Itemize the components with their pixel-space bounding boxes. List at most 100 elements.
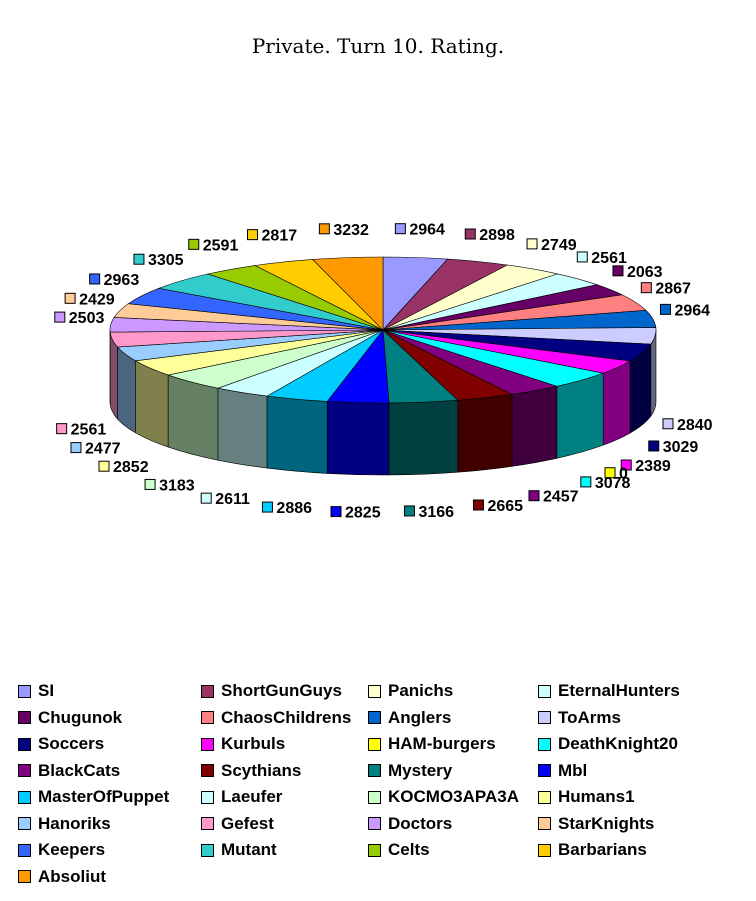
legend-label: DeathKnight20 xyxy=(558,734,678,753)
data-label-key xyxy=(200,492,212,504)
data-label-value: 3232 xyxy=(333,222,369,239)
data-label-Celts: 2591 xyxy=(188,237,239,254)
legend-swatch xyxy=(368,684,381,698)
data-label-Doctors: 2503 xyxy=(54,310,104,327)
data-label-StarKnights: 2429 xyxy=(64,291,115,308)
legend-item: ChaosChildrens xyxy=(201,707,351,729)
data-label-value: 2749 xyxy=(541,237,577,254)
data-label-key xyxy=(662,418,674,430)
legend-label: ChaosChildrens xyxy=(221,707,352,727)
data-label-Kurbuls: 2389 xyxy=(620,458,671,475)
legend-swatch xyxy=(538,790,551,804)
data-label-key xyxy=(54,311,66,323)
data-label-value: 2389 xyxy=(635,458,671,475)
data-label-value: 2840 xyxy=(677,417,713,434)
data-label-Panichs: 2749 xyxy=(526,237,577,254)
data-label-key xyxy=(64,292,76,304)
data-label-EternalHunters: 2561 xyxy=(576,250,627,267)
legend-swatch xyxy=(201,817,214,830)
data-label-key xyxy=(528,490,540,502)
legend-label: SI xyxy=(38,681,55,700)
slice-side-Kurbuls xyxy=(602,360,631,446)
data-label-Chugunok: 2063 xyxy=(612,264,663,281)
legend-item: Kurbuls xyxy=(201,733,285,755)
data-label-value: 2886 xyxy=(276,500,312,517)
data-label-key xyxy=(604,467,616,479)
data-label-ChaosChildrens: 2867 xyxy=(640,281,691,298)
slice-side-MasterOfPuppet xyxy=(266,395,328,474)
legend-label: Mutant xyxy=(221,840,277,859)
data-label-Gefest: 2561 xyxy=(56,422,106,439)
legend-item: MasterOfPuppet xyxy=(18,786,169,808)
data-label-value: 2611 xyxy=(215,491,250,508)
data-label-key xyxy=(98,460,110,472)
legend-label: Laeufer xyxy=(221,787,283,806)
data-label-key xyxy=(70,442,82,454)
data-label-DeathKnight20: 3078 xyxy=(580,475,631,492)
legend-label: EternalHunters xyxy=(558,681,680,700)
slice-side-Mystery xyxy=(388,399,459,476)
legend-label: Humans1 xyxy=(558,787,635,806)
legend-label: Panichs xyxy=(388,681,454,700)
data-label-key xyxy=(261,501,273,513)
data-label-key xyxy=(580,476,592,488)
legend-swatch xyxy=(18,843,31,857)
data-label-Mutant: 3305 xyxy=(133,252,184,269)
slice-side-Hanoriks xyxy=(117,346,136,434)
data-label-ToArms: 2840 xyxy=(662,417,713,434)
data-label-value: 2825 xyxy=(345,505,381,522)
legend-swatch xyxy=(538,684,551,698)
data-label-value: 2457 xyxy=(543,489,579,506)
data-label-value: 3078 xyxy=(595,475,631,492)
legend-swatch xyxy=(538,711,551,724)
legend-swatch xyxy=(538,817,551,830)
legend-label: KOCMO3APA3A xyxy=(388,787,519,806)
data-label-key xyxy=(330,506,342,518)
legend-item: ToArms xyxy=(538,707,621,729)
legend-item: Mbl xyxy=(538,760,587,782)
data-label-Anglers: 2964 xyxy=(659,302,710,319)
data-label-Humans1: 2852 xyxy=(98,459,149,476)
data-label-key xyxy=(648,440,660,452)
legend-item: Humans1 xyxy=(538,786,635,808)
legend-item: HAM-burgers xyxy=(368,733,496,755)
data-label-key xyxy=(620,459,632,471)
data-label-value: 2591 xyxy=(203,237,239,254)
legend-label: Keepers xyxy=(38,840,106,859)
legend-swatch xyxy=(18,711,31,724)
legend-item: Celts xyxy=(368,839,430,861)
legend-item: Mutant xyxy=(201,839,277,861)
legend-item: BlackCats xyxy=(18,760,120,782)
legend-item: EternalHunters xyxy=(538,680,680,702)
legend-item: Gefest xyxy=(201,813,274,835)
legend-label: ShortGunGuys xyxy=(221,681,342,700)
data-label-value: 3166 xyxy=(418,504,454,521)
legend-swatch xyxy=(18,817,31,830)
data-label-HAM-burgers: 0 xyxy=(604,466,628,483)
legend-item: ShortGunGuys xyxy=(201,680,342,702)
legend-swatch xyxy=(18,684,31,698)
legend-item: Laeufer xyxy=(201,786,282,808)
legend-item: Anglers xyxy=(368,707,451,729)
data-label-Hanoriks: 2477 xyxy=(70,441,121,458)
legend-item: Absoliut xyxy=(18,866,106,888)
data-label-key xyxy=(144,478,156,490)
data-label-Soccers: 3029 xyxy=(648,439,698,456)
data-label-Absoliut: 3232 xyxy=(318,222,369,239)
legend-swatch xyxy=(538,843,551,857)
legend-item: Panichs xyxy=(368,680,453,702)
legend-label: Hanoriks xyxy=(38,813,111,833)
data-label-key xyxy=(89,273,101,285)
data-label-Keepers: 2963 xyxy=(89,272,139,289)
data-label-key xyxy=(464,228,476,240)
legend-item: StarKnights xyxy=(538,813,654,835)
legend-swatch xyxy=(368,817,381,830)
data-label-value: 2817 xyxy=(262,228,298,245)
data-label-Barbarians: 2817 xyxy=(247,228,298,245)
data-label-Mbl: 2825 xyxy=(330,505,381,522)
data-label-key xyxy=(526,238,538,250)
legend-swatch xyxy=(201,764,214,777)
data-label-key xyxy=(56,423,68,435)
legend-label: BlackCats xyxy=(38,760,121,780)
legend-item: KOCMO3APA3A xyxy=(368,786,519,808)
